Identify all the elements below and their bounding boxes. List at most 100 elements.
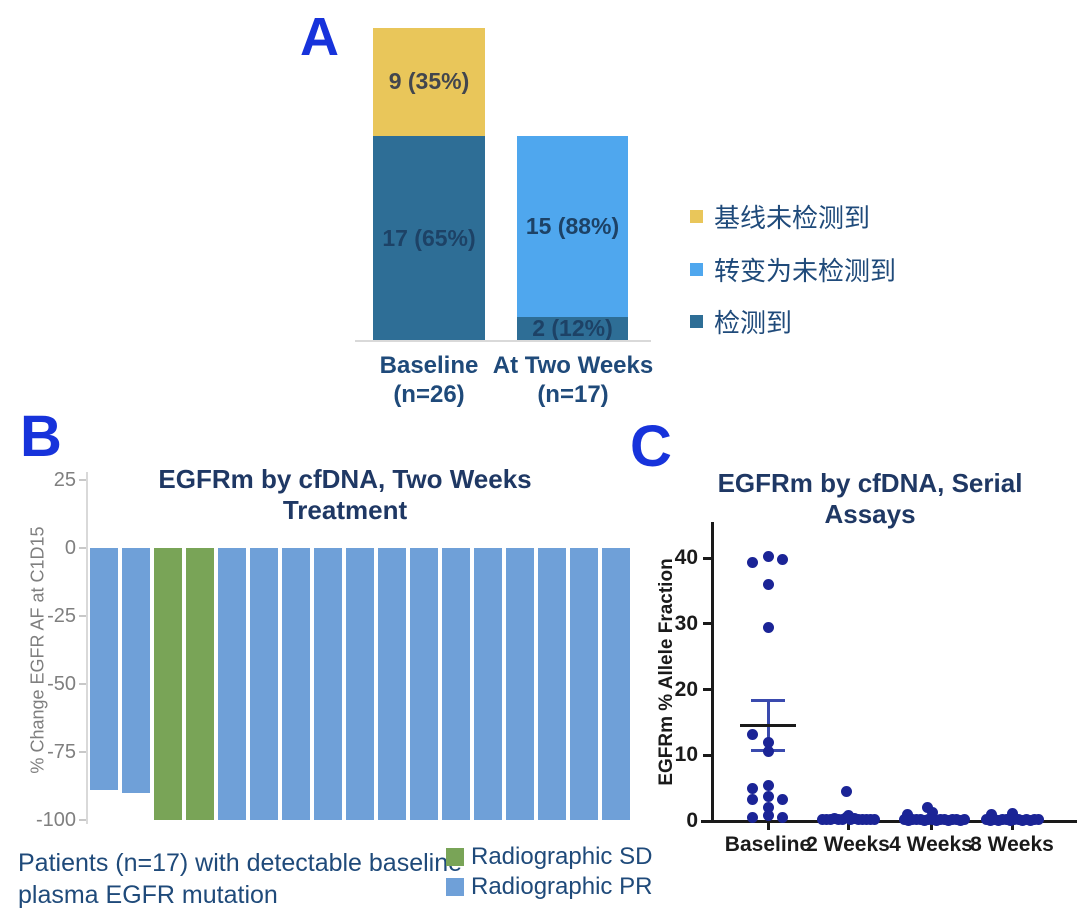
mean-line <box>740 723 796 727</box>
panel-c-x-tick-label-8-weeks: 8 Weeks <box>970 833 1054 856</box>
scatter-dot-baseline <box>762 578 774 590</box>
waterfall-bar-3-SD <box>154 548 182 820</box>
scatter-dot-baseline <box>746 794 758 806</box>
panel-b-caption-line1: Patients (n=17) with detectable baseline <box>18 849 463 877</box>
panel-a-label: A <box>300 7 339 67</box>
legend-label: 基线未检测到 <box>714 202 871 233</box>
scatter-dot-4-weeks <box>921 802 933 814</box>
legend-swatch-green <box>446 848 464 866</box>
scatter-dot-baseline <box>762 746 774 758</box>
scatter-dot-8-weeks <box>1032 814 1044 826</box>
panel-a-category-baseline: Baseline (n=26) <box>349 351 509 409</box>
panel-c-x-tick-label-2-weeks: 2 Weeks <box>806 833 890 856</box>
scatter-dot-baseline <box>776 794 788 806</box>
panel-b-y-tick-label: -25 <box>47 605 76 627</box>
error-bar-cap-upper <box>751 698 785 702</box>
panel-c-y-axis-line <box>711 522 714 823</box>
scatter-dot-4-weeks <box>926 806 938 818</box>
panel-c-x-tick-label-baseline: Baseline <box>724 833 812 856</box>
panel-c-x-tick-mark <box>766 820 770 830</box>
panel-c-y-tick-mark <box>703 688 711 691</box>
panel-b-y-tick-label: -100 <box>35 809 76 831</box>
panel-c-y-tick-label: 10 <box>674 743 698 767</box>
panel-c-y-tick-mark <box>703 556 711 560</box>
panel-c-y-tick-label: 40 <box>674 546 698 569</box>
scatter-dot-baseline <box>762 779 774 791</box>
panel-c-y-tick-mark <box>703 622 711 626</box>
panel-a-legend-item-detected: 检测到 <box>690 304 792 338</box>
panel-c-title: EGFRm by cfDNA, Serial Assays <box>717 468 1023 529</box>
panel-c-y-tick-label: 0 <box>686 809 698 832</box>
waterfall-bar-9-PR <box>346 548 374 820</box>
scatter-dot-baseline <box>746 782 758 794</box>
panel-a-category-two-weeks: At Two Weeks (n=17) <box>478 351 668 409</box>
scatter-dot-baseline <box>746 557 758 569</box>
waterfall-bar-16-PR <box>570 548 598 820</box>
panel-a-legend-item-undetected-baseline: 基线未检测到 <box>690 199 870 233</box>
panel-b-y-tick-mark <box>79 615 86 617</box>
panel-b-title: EGFRm by cfDNA, Two Weeks Treatment <box>158 464 532 525</box>
scatter-dot-baseline <box>746 728 758 740</box>
panel-b-y-tick-label: 0 <box>64 537 76 559</box>
panel-a-baseline-axis <box>355 340 651 342</box>
scatter-dot-baseline <box>776 811 788 823</box>
category-name: Baseline <box>379 352 479 379</box>
waterfall-bar-12-PR <box>442 548 470 820</box>
panel-b-y-tick-label: 25 <box>53 469 76 491</box>
waterfall-bar-1-PR <box>90 548 118 791</box>
scatter-dot-2-weeks <box>868 814 880 826</box>
panel-b-y-tick-label: -50 <box>47 673 76 695</box>
legend-label: 检测到 <box>714 307 793 338</box>
panel-b-y-axis-line <box>86 472 88 824</box>
waterfall-bar-13-PR <box>474 548 502 820</box>
panel-c-y-tick-label: 30 <box>674 611 698 635</box>
waterfall-bar-15-PR <box>538 548 566 820</box>
scatter-dot-baseline <box>762 809 774 821</box>
category-name: At Two Weeks <box>492 352 654 379</box>
panel-c-x-axis-line <box>701 820 1077 823</box>
scatter-dot-baseline <box>762 801 774 813</box>
waterfall-bar-11-PR <box>410 548 438 820</box>
stacked-segment-检测到: 2 (12%) <box>517 315 628 341</box>
legend-swatch-yellow <box>690 209 703 223</box>
panel-b-y-tick-mark <box>79 479 86 481</box>
panel-b-y-tick-label: -75 <box>47 741 76 763</box>
legend-label: Radiographic PR <box>471 873 653 900</box>
panel-c-x-tick-mark <box>929 820 933 830</box>
panel-b-y-tick-mark <box>79 547 86 549</box>
legend-swatch-dark-blue <box>690 314 703 328</box>
scatter-dot-4-weeks <box>958 814 970 826</box>
legend-label: Radiographic SD <box>471 843 653 870</box>
category-n: (n=17) <box>537 381 609 408</box>
scatter-dot-baseline <box>762 550 774 562</box>
panel-b-y-tick-mark <box>79 751 86 753</box>
panel-c-y-tick-label: 20 <box>674 677 698 701</box>
scatter-dot-baseline <box>746 811 758 823</box>
scatter-dot-baseline <box>762 790 774 802</box>
waterfall-bar-8-PR <box>314 548 342 820</box>
stacked-segment-检测到: 17 (65%) <box>373 136 485 341</box>
waterfall-bar-14-PR <box>506 548 534 820</box>
stacked-segment-基线未检测到: 9 (35%) <box>373 27 485 137</box>
scatter-dot-baseline <box>762 736 774 748</box>
waterfall-bar-17-PR <box>602 548 630 820</box>
legend-swatch-blue <box>446 878 464 896</box>
legend-label: 转变为未检测到 <box>714 255 897 286</box>
waterfall-bar-10-PR <box>378 548 406 820</box>
panel-c-x-tick-label-4-weeks: 4 Weeks <box>889 833 973 856</box>
waterfall-bar-2-PR <box>122 548 150 793</box>
scatter-dot-baseline <box>776 553 788 565</box>
stacked-segment-转变为未检测到: 15 (88%) <box>517 136 628 317</box>
waterfall-bar-7-PR <box>282 548 310 820</box>
panel-c-x-tick-mark <box>846 820 850 830</box>
panel-b-caption-line2: plasma EGFR mutation <box>18 881 278 909</box>
panel-c-y-tick-mark <box>703 753 711 757</box>
waterfall-bar-4-SD <box>186 548 214 820</box>
scatter-dot-baseline <box>762 621 774 633</box>
panel-b-y-tick-mark <box>79 819 86 821</box>
panel-c-label: C <box>630 414 672 479</box>
panel-b-legend-item-sd: Radiographic SD <box>446 843 653 870</box>
scatter-dot-8-weeks <box>1006 807 1018 819</box>
panel-b-y-axis-label: % Change EGFR AF at C1D15 <box>27 526 48 774</box>
